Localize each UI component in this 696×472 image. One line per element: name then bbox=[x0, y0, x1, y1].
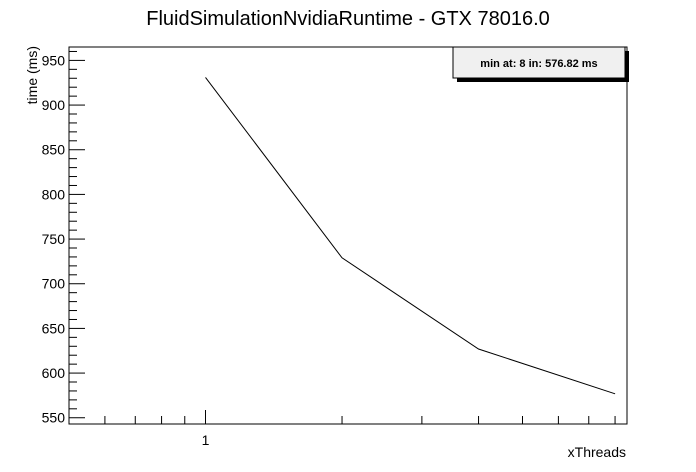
chart-title: FluidSimulationNvidiaRuntime - GTX 78016… bbox=[146, 8, 550, 30]
y-axis: 550 600 650 700 750 800 850 900 950 bbox=[42, 50, 85, 426]
legend-box: min at: 8 in: 576.82 ms bbox=[452, 46, 629, 82]
series-layer bbox=[205, 77, 616, 395]
y-tick-label: 700 bbox=[42, 276, 66, 292]
y-tick-label: 650 bbox=[42, 320, 66, 336]
plot-frame bbox=[68, 46, 628, 425]
legend-panel bbox=[452, 46, 626, 79]
y-tick-label: 900 bbox=[42, 97, 66, 113]
x-axis: 1 bbox=[104, 410, 616, 448]
y-tick-label: 850 bbox=[42, 142, 66, 158]
y-tick-label: 950 bbox=[42, 52, 66, 68]
y-tick-label: 750 bbox=[42, 231, 66, 247]
min-annotation: min at: 8 in: 576.82 ms bbox=[480, 58, 597, 70]
x-tick-label: 1 bbox=[202, 432, 210, 448]
y-tick-label: 600 bbox=[42, 365, 66, 381]
y-tick-label: 550 bbox=[42, 410, 66, 426]
series-line bbox=[205, 77, 616, 395]
x-axis-label: xThreads bbox=[568, 444, 626, 460]
y-axis-label: time (ms) bbox=[24, 46, 40, 104]
y-tick-label: 800 bbox=[42, 186, 66, 202]
